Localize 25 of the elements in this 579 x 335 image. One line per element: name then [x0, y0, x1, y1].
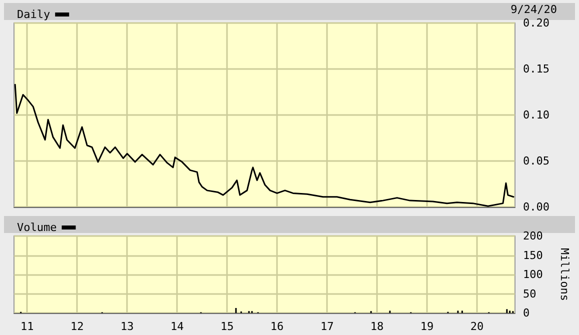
x-tick-label: 12: [70, 320, 84, 333]
x-tick-label: 11: [20, 320, 34, 333]
x-tick-label: 16: [270, 320, 284, 333]
line-series: [14, 84, 514, 207]
x-tick-label: 15: [220, 320, 234, 333]
y-tick-label: 100: [523, 268, 543, 281]
y-tick-label: 200: [523, 230, 543, 242]
legend-label: Daily: [16, 8, 50, 21]
x-tick-label: 19: [420, 320, 434, 333]
y-tick-label: 0.15: [523, 62, 550, 76]
x-tick-label: 14: [170, 320, 184, 333]
y-tick-label: 0: [523, 306, 530, 320]
x-tick-label: 20: [470, 320, 484, 333]
x-tick-label: 18: [370, 320, 384, 333]
legend-label: Volume: [16, 221, 57, 234]
y-tick-label: 0.05: [523, 154, 550, 168]
y-tick-label: 50: [523, 287, 536, 300]
y-axis-title: Millions: [558, 248, 571, 301]
x-tick-label: 17: [320, 320, 334, 333]
y-tick-label: 0.20: [523, 16, 550, 30]
text: 9/24/20: [510, 3, 557, 16]
y-tick-label: 0.00: [523, 200, 550, 214]
x-tick-label: 13: [120, 320, 134, 333]
y-tick-label: 0.10: [523, 108, 550, 122]
y-tick-label: 150: [523, 248, 543, 262]
